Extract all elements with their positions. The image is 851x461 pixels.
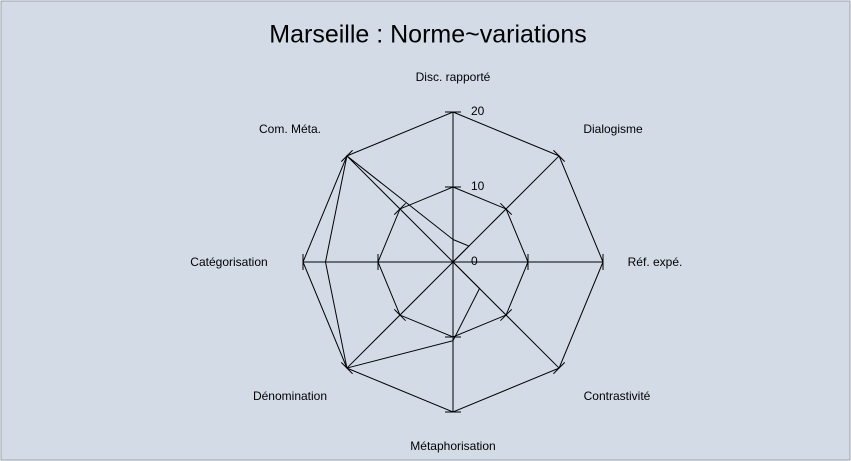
series-line <box>324 155 481 369</box>
axis-label: Dialogisme <box>583 122 643 136</box>
axis-label: Réf. expé. <box>628 255 683 269</box>
axis-label: Métaphorisation <box>410 439 495 453</box>
axis-spoke <box>346 155 454 263</box>
axis-label: Contrastivité <box>584 389 651 403</box>
axis-label: Com. Méta. <box>259 122 321 136</box>
axis-label: Dénomination <box>253 389 327 403</box>
axis-spoke <box>346 261 454 369</box>
axis-spoke <box>452 155 560 263</box>
chart-title: Marseille : Norme~variations <box>269 21 586 49</box>
axis-label: Catégorisation <box>190 255 267 269</box>
axis-label: Disc. rapporté <box>416 70 491 84</box>
tick-label: 10 <box>471 179 485 193</box>
tick-label: 20 <box>471 104 485 118</box>
tick-label: 0 <box>471 254 478 268</box>
